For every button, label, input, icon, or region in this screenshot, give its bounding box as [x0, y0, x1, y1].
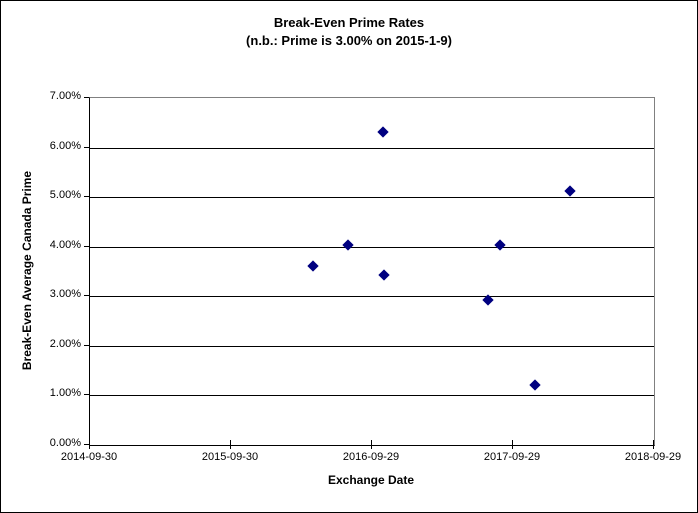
y-tick-label: 5.00%	[49, 189, 81, 202]
x-axis-tick	[371, 440, 372, 449]
chart-title: Break-Even Prime Rates	[273, 15, 425, 30]
y-tick-label: 4.00%	[49, 238, 81, 251]
data-point-diamond	[342, 239, 354, 251]
x-axis-tick	[230, 440, 231, 449]
x-tick-label: 2016-09-29	[342, 451, 400, 463]
gridline	[90, 197, 654, 199]
data-point-diamond	[378, 269, 391, 281]
y-axis-tick	[84, 146, 89, 148]
y-axis-tick	[84, 245, 89, 247]
y-tick-label: 7.00%	[49, 90, 81, 102]
plot-area	[89, 97, 655, 446]
y-axis-tick	[84, 394, 89, 396]
y-axis-tick	[84, 344, 89, 346]
gridline	[90, 147, 654, 149]
gridline	[90, 395, 654, 397]
x-axis-tick	[512, 440, 513, 449]
x-axis-tick	[653, 440, 654, 449]
x-tick-label: 2017-09-29	[483, 451, 541, 463]
y-axis-tick	[84, 295, 89, 297]
x-tick-label: 2015-09-30	[201, 451, 259, 463]
x-tick-label: 2014-09-30	[60, 451, 118, 463]
data-point-diamond	[307, 259, 319, 272]
gridline	[90, 246, 654, 248]
gridline	[90, 296, 654, 298]
y-tick-label: 1.00%	[49, 387, 81, 400]
data-point-diamond	[529, 378, 541, 391]
data-point-diamond	[377, 126, 389, 138]
y-tick-label: 0.00%	[49, 437, 81, 449]
y-tick-label: 6.00%	[49, 139, 81, 152]
x-tick-label: 2018-09-29	[624, 451, 682, 463]
x-axis-title: Exchange Date	[327, 473, 415, 487]
y-axis-tick	[84, 444, 89, 445]
data-point-diamond	[564, 185, 576, 197]
chart-subtitle: (n.b.: Prime is 3.00% on 2015-1-9)	[246, 33, 452, 48]
y-axis-tick	[84, 97, 89, 98]
gridline	[90, 345, 654, 347]
y-tick-label: 3.00%	[49, 288, 81, 301]
data-point-diamond	[494, 239, 506, 251]
y-axis-tick	[84, 196, 89, 198]
x-axis-tick	[89, 440, 90, 449]
y-tick-label: 2.00%	[49, 337, 81, 350]
